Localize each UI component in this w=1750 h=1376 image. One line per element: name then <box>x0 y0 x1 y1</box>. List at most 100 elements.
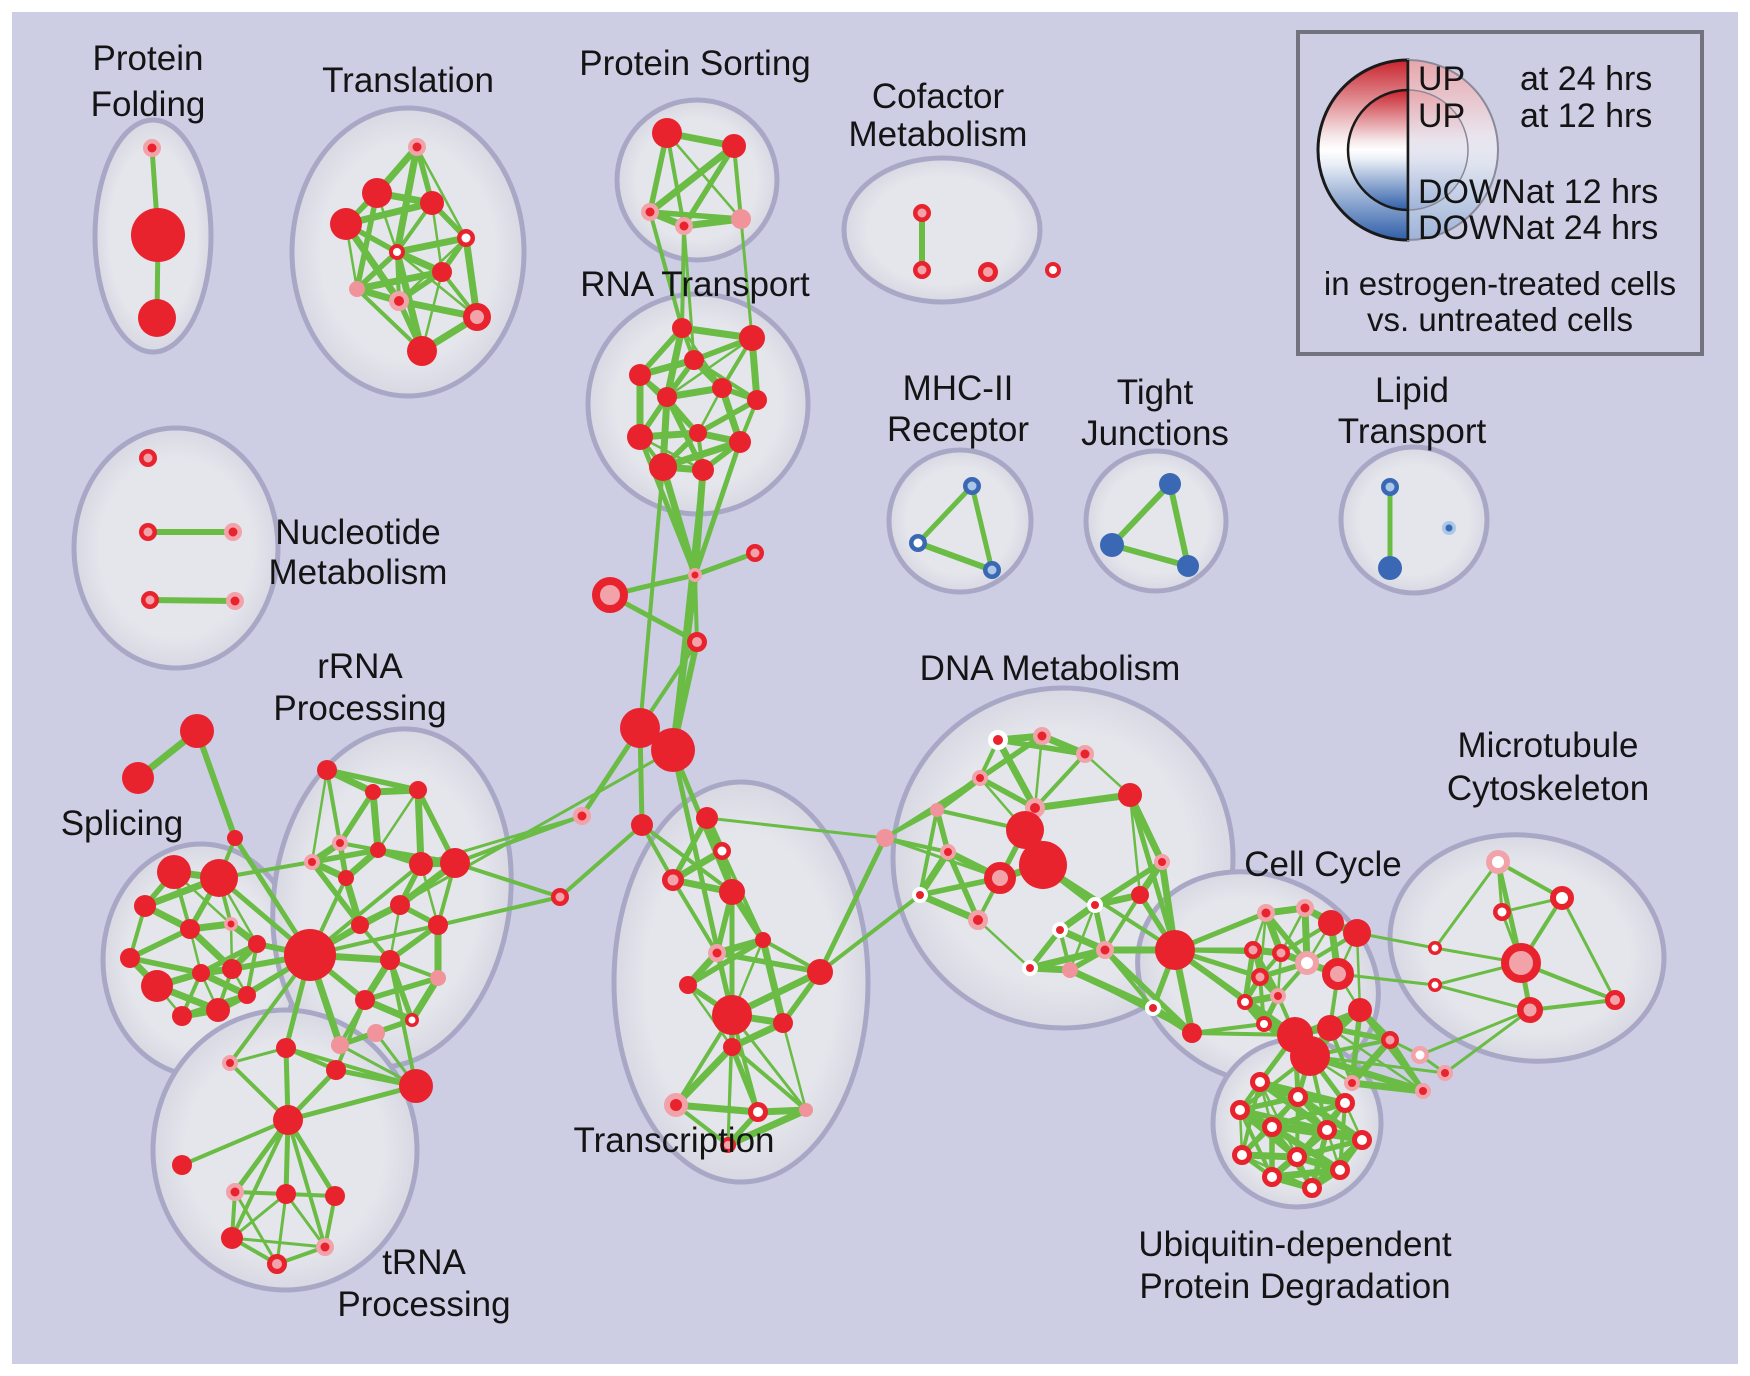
edge <box>638 465 665 730</box>
network-node <box>222 1055 238 1071</box>
legend-entry-time-1: at 12 hrs <box>1520 97 1652 135</box>
edge <box>670 815 710 883</box>
edge <box>558 823 644 899</box>
network-node <box>712 378 732 398</box>
cluster-ellipse-cofactor <box>841 155 1043 305</box>
edge <box>415 145 468 240</box>
network-node <box>141 970 173 1002</box>
network-node <box>1302 1178 1322 1198</box>
edge <box>308 748 675 957</box>
edge <box>1348 1036 1394 1087</box>
network-node <box>930 803 944 817</box>
cluster-ellipse-nucleotide <box>71 425 281 671</box>
network-node <box>1182 1023 1202 1043</box>
cluster-label-tight: Junctions <box>1081 414 1229 453</box>
cluster-label-dna: DNA Metabolism <box>920 649 1181 688</box>
edge <box>1328 1026 1425 1093</box>
edge <box>916 891 982 924</box>
network-node <box>1045 262 1061 278</box>
network-node <box>325 1186 345 1206</box>
edge <box>1102 947 1195 1036</box>
network-node <box>399 1069 433 1103</box>
edge <box>685 937 766 988</box>
edge <box>686 983 734 1049</box>
edge <box>198 941 260 976</box>
edge <box>388 958 418 1088</box>
edge <box>284 1046 418 1088</box>
legend-circle-inner-right <box>1407 89 1469 211</box>
network-node <box>367 1024 385 1042</box>
network-node <box>662 869 684 891</box>
edge <box>233 1190 279 1266</box>
network-node <box>365 784 381 800</box>
network-node <box>1317 1015 1343 1041</box>
network-node <box>1437 1065 1453 1081</box>
network-node <box>440 848 470 878</box>
network-node <box>432 262 452 282</box>
legend-entry-time-2: at 12 hrs <box>1526 173 1658 211</box>
network-node <box>316 1238 334 1256</box>
edge <box>672 1101 762 1116</box>
network-node <box>1019 841 1067 889</box>
network-node <box>1317 1120 1337 1140</box>
network-node <box>1330 1160 1350 1180</box>
network-node <box>457 229 475 247</box>
edge <box>286 1118 327 1249</box>
cluster-label-nucleotide: Nucleotide <box>275 513 440 552</box>
legend-entry-label-3: DOWN <box>1418 209 1526 247</box>
network-node <box>1428 978 1442 992</box>
edge <box>818 893 922 974</box>
edge <box>692 550 758 578</box>
network-node <box>226 1183 244 1201</box>
network-node <box>1318 910 1344 936</box>
network-node <box>1100 533 1124 557</box>
edge <box>705 816 887 840</box>
edge <box>147 597 238 604</box>
edge <box>414 786 425 868</box>
network-node <box>1322 958 1354 990</box>
edge <box>275 1192 288 1266</box>
network-node <box>390 895 410 915</box>
network-node <box>876 829 894 847</box>
network-node <box>1605 990 1625 1010</box>
network-node <box>180 714 214 748</box>
edge <box>680 224 686 330</box>
network-node <box>389 244 405 260</box>
network-node <box>1118 783 1142 807</box>
network-node <box>984 862 1016 894</box>
edge <box>682 224 696 362</box>
edge <box>369 788 382 854</box>
network-node <box>180 919 200 939</box>
network-node <box>641 203 659 221</box>
edge <box>670 747 735 1018</box>
legend-circle-inner-left <box>1346 88 1410 212</box>
edge <box>915 540 995 573</box>
network-node <box>248 935 266 953</box>
edge <box>1109 542 1191 569</box>
edge <box>1109 481 1173 548</box>
network-node <box>723 1038 741 1056</box>
legend-entry-label-0: UP <box>1418 60 1465 98</box>
network-node <box>1378 556 1402 580</box>
legend-footer-line2: vs. untreated cells <box>1367 301 1633 338</box>
cluster-label-ubiquitin: Ubiquitin-dependent <box>1138 1225 1452 1264</box>
network-node <box>963 477 981 495</box>
network-node <box>1033 727 1051 745</box>
edge <box>1336 972 1437 987</box>
network-node <box>1262 1167 1282 1187</box>
edge <box>640 823 734 894</box>
network-node <box>1344 1075 1360 1091</box>
network-node <box>1335 1093 1355 1113</box>
cluster-label-splicing: Splicing <box>61 804 184 843</box>
network-node <box>330 208 362 240</box>
network-node <box>1272 944 1290 962</box>
edge <box>362 975 441 1003</box>
network-node <box>192 964 210 982</box>
edge <box>1269 1124 1365 1143</box>
network-node <box>134 895 156 917</box>
network-node <box>141 591 159 609</box>
network-node <box>1442 521 1456 535</box>
edge <box>817 835 888 975</box>
edge <box>1528 998 1617 1012</box>
edge <box>354 190 380 292</box>
